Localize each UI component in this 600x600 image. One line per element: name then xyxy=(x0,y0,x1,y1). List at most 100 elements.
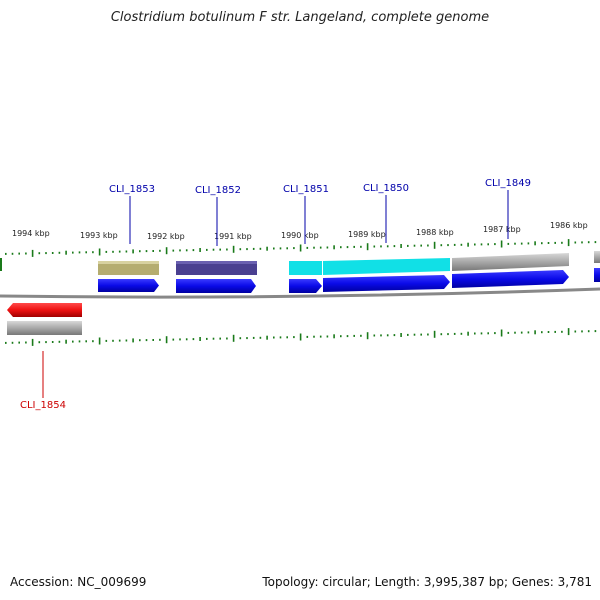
tick-mark xyxy=(25,252,27,255)
gene-label-cli-1852[interactable]: CLI_1852 xyxy=(195,185,241,196)
tick-mark xyxy=(5,341,7,344)
tick-mark xyxy=(232,245,235,253)
tick-mark xyxy=(58,251,61,254)
tick-mark xyxy=(427,333,429,336)
feature-box-cli-1853[interactable] xyxy=(98,261,159,275)
tick-mark xyxy=(567,328,570,336)
tick-mark xyxy=(293,336,295,339)
cds-arrow-partial-left[interactable] xyxy=(0,258,2,271)
feature-box-cli-1854[interactable] xyxy=(7,321,82,335)
tick-mark xyxy=(433,241,436,249)
gene-label-cli-1849[interactable]: CLI_1849 xyxy=(485,178,531,189)
gene-label-cli-1854[interactable]: CLI_1854 xyxy=(20,400,66,411)
feature-box-cli-1851[interactable] xyxy=(289,261,322,275)
tick-mark xyxy=(239,248,242,251)
tick-mark xyxy=(239,337,242,340)
tick-mark xyxy=(413,244,416,247)
tick-mark xyxy=(159,249,161,252)
tick-mark xyxy=(460,332,463,335)
tick-mark xyxy=(105,339,108,342)
tick-mark xyxy=(31,338,34,346)
tick-mark xyxy=(206,248,208,251)
tick-mark xyxy=(273,336,275,339)
cds-arrow-cli-1854[interactable] xyxy=(7,303,82,317)
feature-box-cli-1852-shade xyxy=(176,261,257,264)
tick-mark xyxy=(199,337,201,341)
tick-mark xyxy=(340,335,342,338)
tick-mark xyxy=(400,333,402,337)
tick-label-1986: 1986 kbp xyxy=(550,221,588,230)
tick-mark xyxy=(139,339,141,342)
tick-mark xyxy=(333,245,335,250)
tick-mark xyxy=(393,334,396,337)
tick-label-1989: 1989 kbp xyxy=(348,230,386,239)
tick-label-1993: 1993 kbp xyxy=(80,231,118,240)
tick-mark xyxy=(226,248,228,251)
tick-mark xyxy=(45,341,47,344)
cds-arrow-cli-1849[interactable] xyxy=(452,270,569,288)
tick-mark xyxy=(65,339,67,344)
feature-box-partial-right[interactable] xyxy=(594,251,600,263)
tick-mark xyxy=(85,340,87,343)
tick-mark xyxy=(514,331,516,334)
tick-mark xyxy=(541,242,543,245)
tick-mark xyxy=(400,244,402,248)
tick-mark xyxy=(212,248,215,251)
feature-box-cli-1850[interactable] xyxy=(323,258,450,275)
tick-mark xyxy=(340,246,342,249)
gene-label-cli-1853[interactable]: CLI_1853 xyxy=(109,184,155,195)
tick-mark xyxy=(299,333,302,341)
tick-mark xyxy=(145,250,148,253)
tick-mark xyxy=(407,333,409,336)
tick-mark xyxy=(172,249,175,252)
tick-mark xyxy=(78,251,81,254)
tick-mark xyxy=(11,252,14,255)
tick-mark xyxy=(313,335,315,338)
gene-label-cli-1851[interactable]: CLI_1851 xyxy=(283,184,329,195)
tick-mark xyxy=(346,335,349,338)
tick-mark xyxy=(507,331,510,334)
tick-mark xyxy=(386,334,389,337)
tick-mark xyxy=(38,252,41,255)
cds-arrow-cli-1850[interactable] xyxy=(323,275,450,292)
tick-mark xyxy=(494,243,496,246)
tick-mark xyxy=(319,246,322,249)
tick-mark xyxy=(145,339,148,342)
tick-mark xyxy=(65,250,67,255)
tick-mark xyxy=(11,341,14,344)
tick-mark xyxy=(25,341,27,344)
tick-mark xyxy=(286,247,288,250)
tick-mark xyxy=(574,330,577,333)
tick-mark xyxy=(494,332,496,335)
tick-mark xyxy=(313,246,315,249)
tick-mark xyxy=(259,336,262,339)
feature-box-cli-1849[interactable] xyxy=(452,253,569,271)
tick-mark xyxy=(581,241,583,244)
feature-box-cli-1852[interactable] xyxy=(176,261,257,275)
tick-mark xyxy=(232,334,235,342)
tick-label-1988: 1988 kbp xyxy=(416,228,454,237)
tick-mark xyxy=(460,243,463,246)
tick-mark xyxy=(299,244,302,252)
cds-arrow-cli-1852[interactable] xyxy=(176,279,256,293)
tick-mark xyxy=(219,248,221,251)
tick-mark xyxy=(360,245,362,248)
tick-mark xyxy=(547,331,550,333)
tick-mark xyxy=(527,331,530,334)
tick-mark xyxy=(373,334,376,337)
tick-mark xyxy=(547,242,550,244)
cds-arrow-partial-right[interactable] xyxy=(594,268,600,282)
gene-label-cli-1850[interactable]: CLI_1850 xyxy=(363,183,409,194)
tick-mark xyxy=(594,330,597,333)
tick-mark xyxy=(112,339,114,342)
cds-arrow-cli-1853[interactable] xyxy=(98,279,159,292)
tick-mark xyxy=(326,246,329,249)
tick-mark xyxy=(152,339,154,341)
tick-mark xyxy=(266,335,268,340)
tick-mark xyxy=(413,333,416,336)
tick-mark xyxy=(212,337,215,340)
tick-mark xyxy=(507,242,510,245)
cds-arrow-cli-1851[interactable] xyxy=(289,279,322,293)
tick-mark xyxy=(139,250,141,253)
